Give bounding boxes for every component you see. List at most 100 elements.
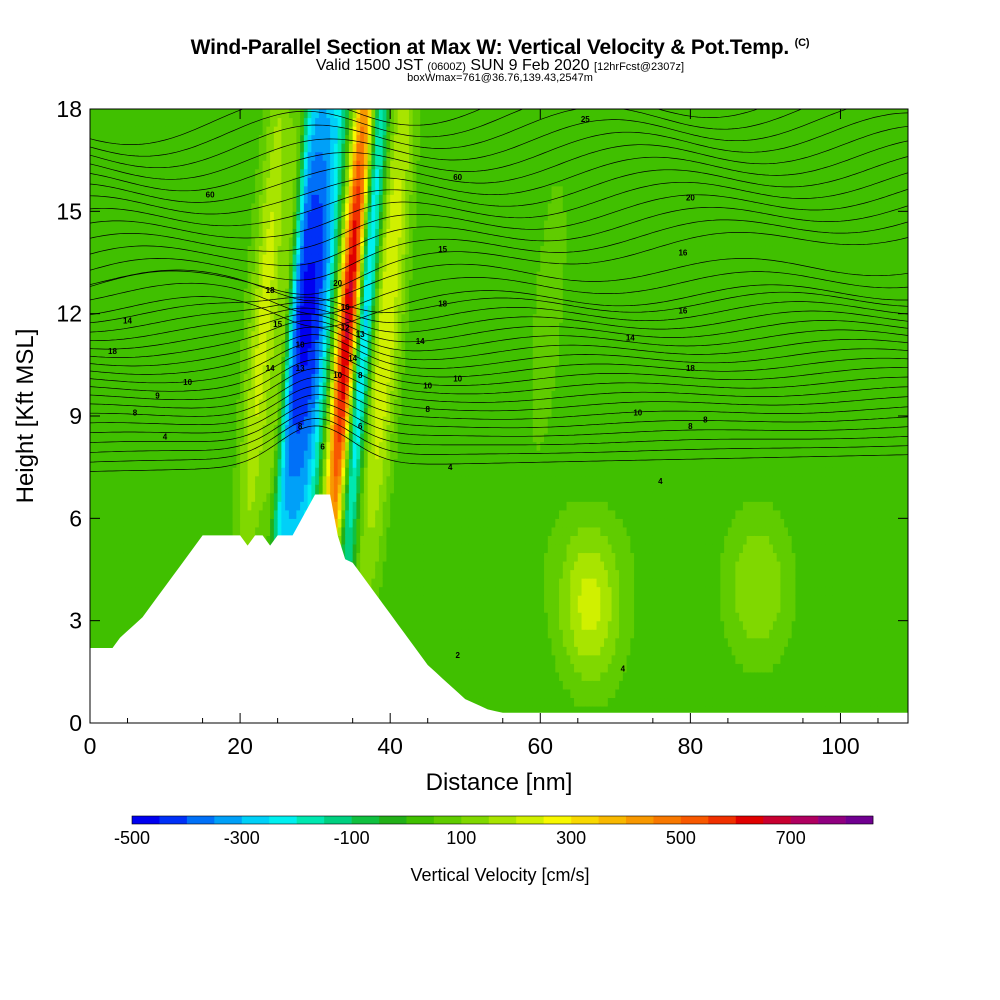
w-cell [146,339,151,349]
w-cell [311,356,316,366]
w-cell [150,143,155,153]
w-cell [213,356,219,366]
w-cell [123,407,129,417]
w-cell [206,373,211,383]
w-cell [232,109,237,119]
w-cell [292,202,297,212]
w-cell [228,356,234,366]
w-cell [318,177,324,187]
w-cell [262,450,267,460]
w-cell [232,126,237,136]
w-cell [341,441,346,451]
w-cell [300,475,305,485]
w-cell [318,245,324,255]
w-cell [285,151,290,161]
w-cell [172,441,177,451]
w-cell [180,526,185,536]
w-cell [345,305,350,315]
w-cell [228,288,234,298]
w-cell [168,552,174,562]
w-cell [183,296,189,306]
w-cell [120,509,125,519]
w-cell [135,288,140,298]
w-cell [273,151,279,161]
w-cell [105,569,110,579]
w-cell [273,109,279,119]
w-cell [225,484,230,494]
w-cell [93,433,99,443]
w-cell [345,279,350,289]
w-cell [296,458,301,468]
w-cell [97,160,102,170]
w-cell [243,364,249,374]
w-cell [108,595,114,605]
w-cell [123,450,129,460]
w-cell [266,109,271,119]
w-cell [277,219,282,229]
w-cell [318,407,324,417]
w-cell [251,177,256,187]
w-cell [116,245,121,255]
w-cell [131,134,136,144]
w-cell [206,185,211,195]
w-cell [142,194,147,204]
w-cell [172,339,177,349]
w-cell [296,381,301,392]
w-cell [341,109,346,119]
w-cell [210,322,215,332]
w-cell [146,586,151,596]
w-cell [262,390,267,400]
w-cell [195,467,200,477]
w-cell [180,151,185,161]
w-cell [285,279,290,289]
w-cell [97,450,102,460]
w-cell [258,160,264,170]
w-cell [258,228,264,238]
w-cell [315,424,320,434]
w-cell [183,552,189,562]
w-cell [270,313,275,323]
w-cell [307,109,312,119]
w-cell [142,313,147,323]
w-cell [206,518,211,528]
w-cell [225,518,230,528]
w-cell [273,450,279,460]
w-cell [202,168,207,178]
w-cell [131,168,136,178]
w-cell [341,484,346,494]
w-cell [247,109,252,119]
w-cell [232,433,237,443]
w-cell [168,271,174,281]
w-cell [165,518,170,528]
w-cell [322,330,327,340]
w-cell [258,253,264,264]
w-cell [345,339,350,349]
w-cell [90,236,95,247]
w-cell [183,194,189,204]
w-cell [307,143,312,153]
w-cell [322,441,327,451]
w-cell [172,450,177,460]
w-cell [247,279,252,289]
w-cell [303,160,309,170]
w-cell [255,305,260,315]
w-cell [116,475,121,485]
w-cell [112,356,117,366]
w-cell [187,450,192,460]
w-cell [120,339,125,349]
w-cell [191,219,196,229]
w-cell [172,330,177,340]
w-cell [101,364,106,374]
w-cell [315,262,320,272]
w-cell [97,126,102,136]
w-cell [101,475,106,485]
w-cell [236,288,241,298]
w-cell [337,424,342,434]
w-cell [243,296,249,306]
w-cell [281,390,286,400]
w-cell [108,560,114,571]
w-cell [243,347,249,357]
w-cell [127,509,132,519]
w-cell [258,381,264,392]
w-cell [150,109,155,119]
